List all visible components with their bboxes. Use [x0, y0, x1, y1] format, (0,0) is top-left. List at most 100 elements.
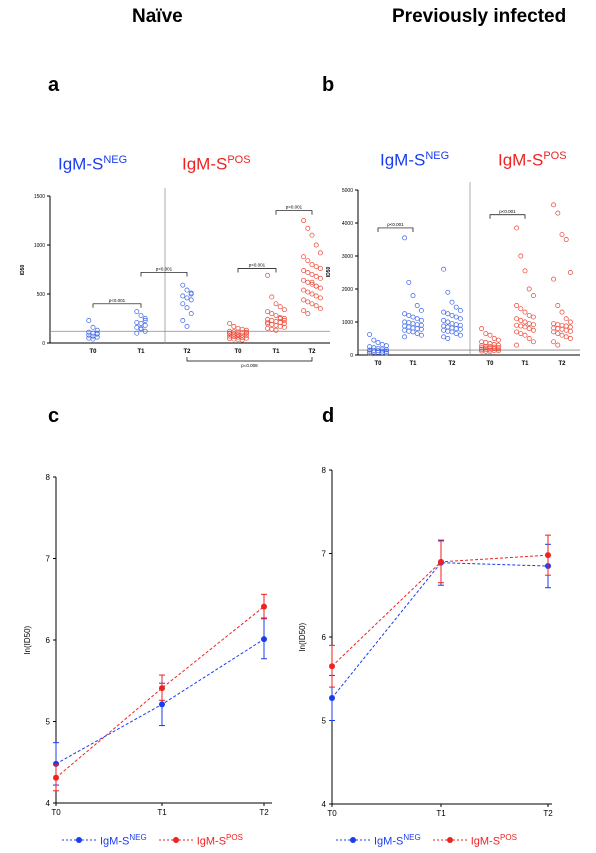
- data-point-a: [180, 293, 186, 299]
- data-point-b: [406, 320, 412, 326]
- data-point-a: [269, 326, 275, 332]
- data-point-b: [457, 322, 463, 328]
- data-point-a: [269, 294, 275, 300]
- data-point-a: [265, 309, 271, 315]
- data-point-b: [495, 346, 501, 352]
- x-tick-label-d: T2: [543, 809, 553, 818]
- data-point-a: [317, 285, 323, 291]
- data-point-b: [410, 321, 416, 327]
- data-point-b: [453, 326, 459, 332]
- data-point-a: [235, 332, 241, 338]
- data-point-b: [530, 322, 536, 328]
- data-point-a: [235, 325, 241, 331]
- significance-bracket-a: [275, 210, 313, 215]
- x-tick-label-b: T1: [409, 361, 417, 367]
- data-point-b: [487, 349, 493, 355]
- data-point-b: [526, 326, 532, 332]
- data-point-a: [317, 250, 323, 256]
- data-point-neg-c: [53, 760, 59, 767]
- data-point-b: [457, 326, 463, 332]
- data-point-b: [418, 332, 424, 338]
- data-point-a: [301, 277, 307, 283]
- x-tick-label-b: T2: [558, 361, 566, 367]
- data-point-a: [188, 290, 194, 296]
- data-point-b: [441, 309, 447, 315]
- data-point-b: [367, 350, 373, 356]
- x-tick-label-b: T0: [486, 361, 494, 367]
- data-point-b: [526, 312, 532, 318]
- data-point-b: [522, 309, 528, 315]
- data-point-a: [269, 321, 275, 327]
- significance-label-a: p<0.001: [109, 298, 126, 303]
- data-point-a: [309, 262, 315, 268]
- y-tick-label-b: 5000: [342, 188, 353, 194]
- data-point-b: [445, 319, 451, 325]
- data-point-b: [551, 276, 557, 282]
- data-point-b: [414, 331, 420, 336]
- y-axis-label-a: ID50: [20, 265, 26, 276]
- y-tick-label-c: 5: [46, 718, 51, 727]
- x-tick-label-a: T0: [89, 349, 97, 355]
- data-point-a: [305, 311, 311, 317]
- data-point-b: [522, 268, 528, 274]
- data-point-b: [367, 332, 373, 337]
- data-point-a: [134, 324, 140, 330]
- data-point-b: [479, 339, 485, 345]
- data-point-b: [567, 270, 573, 275]
- data-point-b: [383, 350, 389, 356]
- x-tick-label-d: T1: [436, 809, 446, 818]
- data-point-a: [138, 313, 144, 319]
- x-tick-label-d: T0: [327, 809, 337, 818]
- y-tick-label-b: 3000: [342, 254, 353, 260]
- y-axis-label-c: ln(ID50): [23, 625, 32, 654]
- data-point-pos-c: [53, 774, 59, 781]
- data-point-a: [86, 318, 92, 323]
- data-point-a: [305, 289, 311, 295]
- data-point-a: [305, 299, 311, 305]
- data-point-a: [301, 297, 307, 303]
- legend-item-neg: IgM-SNEG: [62, 833, 147, 848]
- header-naive: Naïve: [132, 6, 183, 27]
- data-point-a: [243, 329, 249, 335]
- group-label-neg-b: IgM-SNEG: [380, 150, 450, 170]
- group-label-pos-b: IgM-SPOS: [498, 150, 567, 170]
- y-tick-label-b: 0: [350, 353, 353, 359]
- group-label-neg-a: IgM-SNEG: [58, 154, 128, 174]
- data-point-pos-c: [261, 603, 267, 610]
- data-point-b: [449, 329, 455, 335]
- data-point-a: [301, 254, 307, 260]
- x-tick-label-a: T2: [183, 349, 191, 355]
- data-point-a: [243, 333, 249, 339]
- data-point-b: [487, 332, 493, 338]
- data-point-b: [453, 304, 459, 310]
- y-tick-label-d: 7: [322, 550, 327, 559]
- data-point-a: [235, 337, 241, 343]
- data-point-b: [555, 210, 561, 216]
- data-point-a: [180, 282, 186, 288]
- data-point-a: [313, 264, 319, 270]
- data-point-b: [555, 326, 561, 332]
- y-tick-label-a: 0: [42, 341, 45, 347]
- data-point-pos-d: [545, 552, 551, 559]
- data-point-b: [441, 317, 447, 323]
- data-point-a: [309, 281, 315, 287]
- data-point-b: [441, 327, 447, 333]
- data-point-b: [555, 303, 561, 308]
- data-point-b: [406, 328, 412, 334]
- data-point-a: [269, 311, 275, 317]
- data-point-a: [281, 324, 287, 330]
- data-point-a: [231, 323, 237, 329]
- significance-label-b: p<0.001: [499, 209, 516, 214]
- data-point-a: [265, 325, 271, 331]
- x-tick-label-a: T0: [234, 349, 242, 355]
- legend-swatch-neg: [336, 837, 370, 844]
- data-point-a: [301, 268, 307, 273]
- data-point-b: [514, 329, 520, 335]
- significance-label-a: p=0.008: [241, 363, 258, 368]
- data-point-b: [518, 323, 524, 329]
- data-point-a: [243, 335, 249, 341]
- data-point-b: [453, 331, 459, 336]
- data-point-b: [406, 312, 412, 318]
- data-point-b: [453, 322, 459, 328]
